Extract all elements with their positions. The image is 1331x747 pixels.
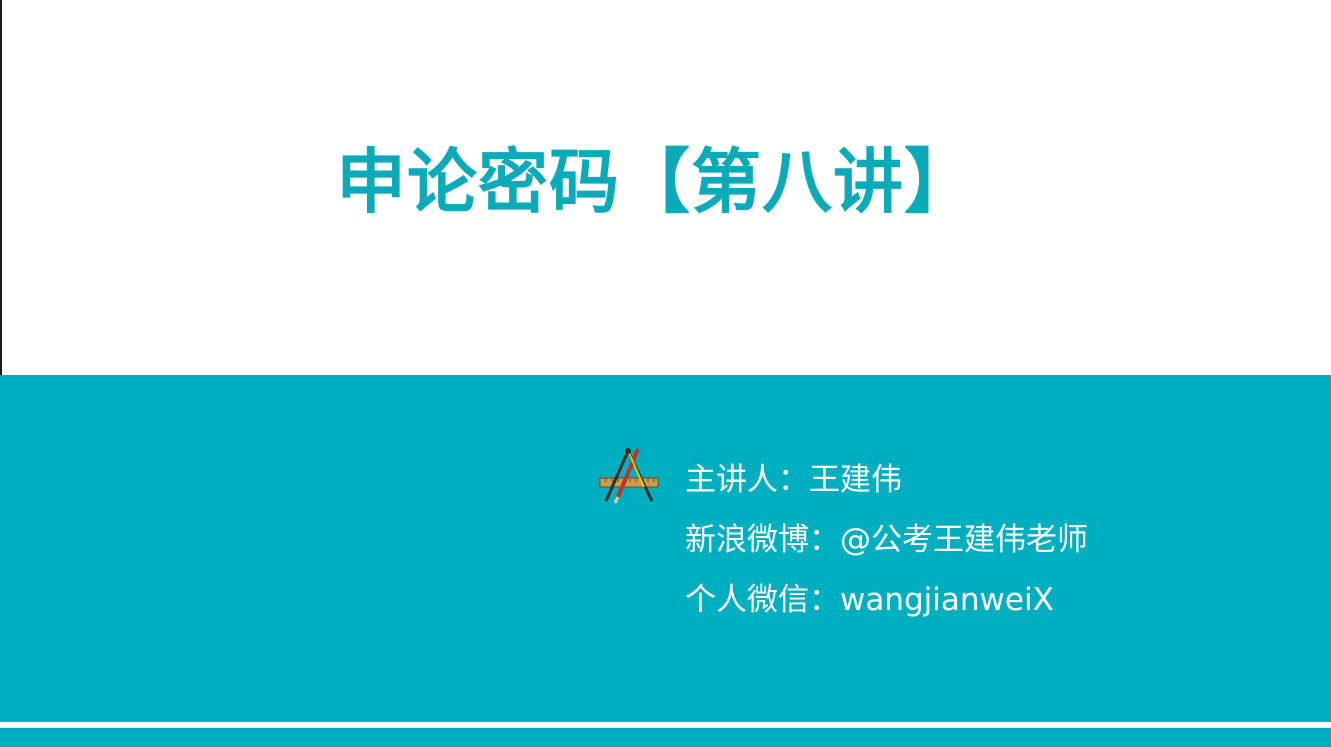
- slide-left-border: [0, 0, 2, 375]
- weibo-line: 新浪微博：@公考王建伟老师: [685, 522, 1088, 558]
- slide-title: 申论密码【第八讲】: [336, 141, 975, 223]
- drafting-tools-icon: [599, 448, 659, 504]
- accent-band: [0, 375, 1331, 722]
- band-divider: [0, 722, 1331, 728]
- wechat-line: 个人微信：wangjianweiX: [685, 582, 1054, 618]
- lecturer-line: 主讲人：王建伟: [685, 462, 902, 498]
- presenter-info: 主讲人：王建伟 新浪微博：@公考王建伟老师 个人微信：wangjianweiX: [685, 450, 1088, 630]
- slide-title-container: 申论密码【第八讲】: [0, 140, 1331, 224]
- accent-footer-strip: [0, 728, 1331, 747]
